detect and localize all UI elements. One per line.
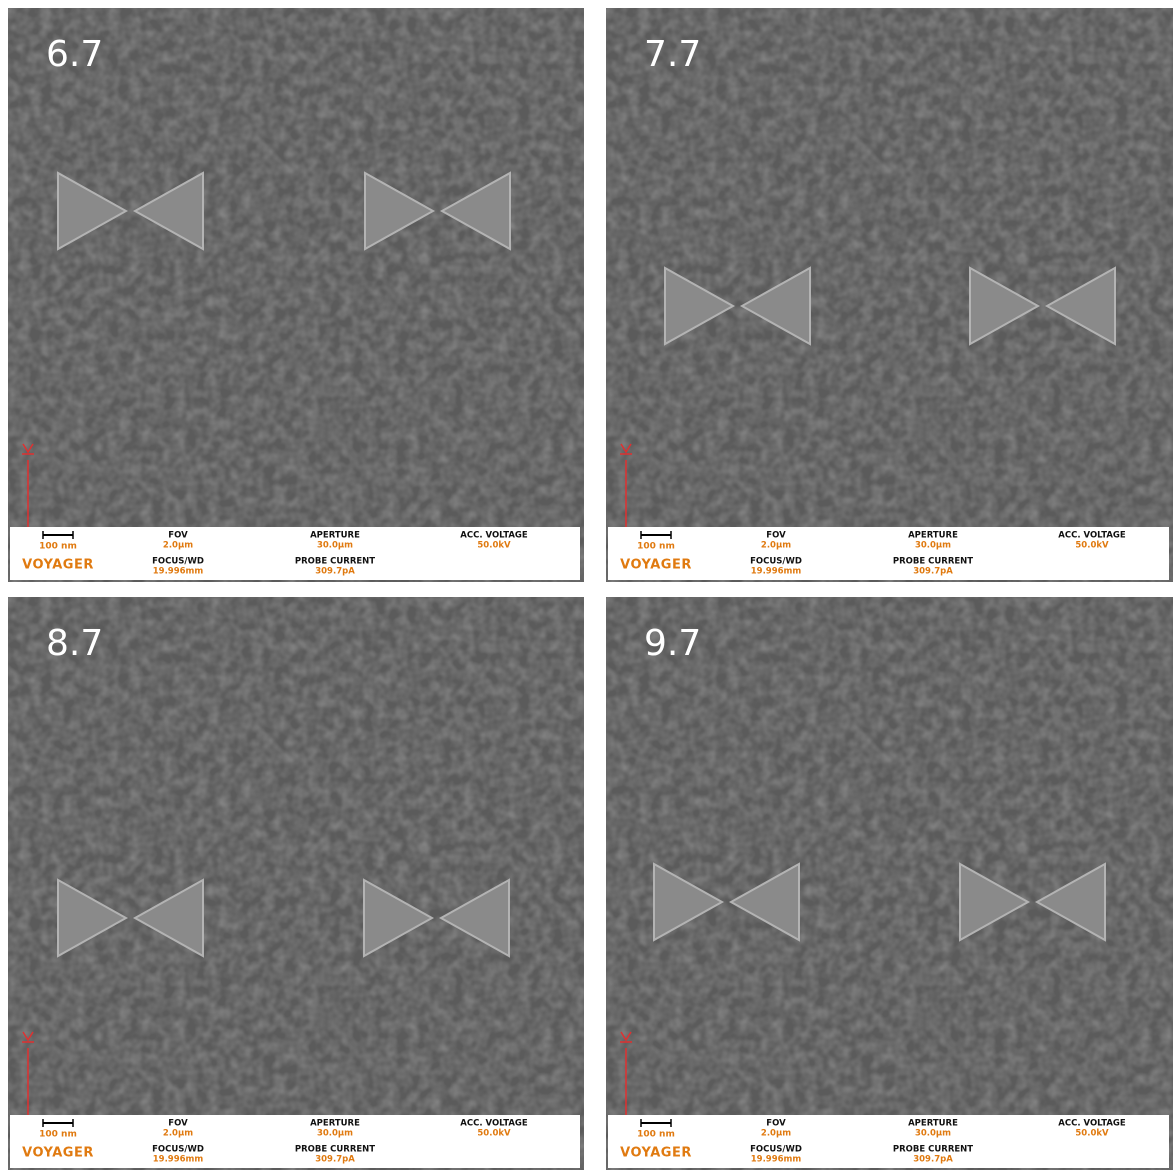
field-label: FOCUS/WD [750,557,802,567]
field-label: FOV [168,1119,188,1129]
panel-label: 9.7 [644,623,701,664]
field-label: FOCUS/WD [152,557,204,567]
field-label: PROBE CURRENT [893,557,973,567]
logo: VOYAGER [620,558,692,573]
field-value: 50.0kV [477,1129,511,1139]
field-value: 50.0kV [1075,541,1109,551]
field-value: 2.0µm [163,1129,193,1139]
field-label: APERTURE [310,1119,360,1129]
field-value: 50.0kV [477,541,511,551]
field-label: FOV [766,531,786,541]
field-label: FOCUS/WD [152,1145,204,1155]
sem-figure: 6.7100 nmVOYAGERFOV2.0µmAPERTURE30.0µmAC… [0,0,1173,1170]
field-value: 19.996mm [153,1155,204,1165]
scale-label: 100 nm [39,1130,77,1140]
field-label: APERTURE [908,1119,958,1129]
field-value: 309.7pA [315,1155,355,1165]
field-value: 19.996mm [751,1155,802,1165]
field-value: 309.7pA [315,567,355,577]
field-label: ACC. VOLTAGE [460,531,528,541]
field-value: 30.0µm [915,1129,951,1139]
field-value: 2.0µm [761,541,791,551]
field-value: 309.7pA [913,567,953,577]
panel-label: 8.7 [46,623,103,664]
field-label: APERTURE [908,531,958,541]
field-value: 30.0µm [915,541,951,551]
scale-label: 100 nm [637,542,675,552]
grain-texture [8,597,584,1170]
field-value: 309.7pA [913,1155,953,1165]
field-value: 2.0µm [761,1129,791,1139]
field-label: ACC. VOLTAGE [1058,531,1126,541]
field-label: ACC. VOLTAGE [460,1119,528,1129]
field-label: ACC. VOLTAGE [1058,1119,1126,1129]
field-value: 2.0µm [163,541,193,551]
field-label: FOV [168,531,188,541]
logo: VOYAGER [620,1146,692,1161]
scale-label: 100 nm [39,542,77,552]
panel-label: 7.7 [644,34,701,75]
logo: VOYAGER [22,558,94,573]
panel-label: 6.7 [46,34,103,75]
field-label: FOCUS/WD [750,1145,802,1155]
scale-label: 100 nm [637,1130,675,1140]
field-label: APERTURE [310,531,360,541]
field-value: 19.996mm [153,567,204,577]
field-label: PROBE CURRENT [295,1145,375,1155]
field-value: 30.0µm [317,1129,353,1139]
field-label: FOV [766,1119,786,1129]
field-value: 30.0µm [317,541,353,551]
grain-texture [8,8,584,582]
field-value: 50.0kV [1075,1129,1109,1139]
logo: VOYAGER [22,1146,94,1161]
field-label: PROBE CURRENT [893,1145,973,1155]
field-label: PROBE CURRENT [295,557,375,567]
field-value: 19.996mm [751,567,802,577]
